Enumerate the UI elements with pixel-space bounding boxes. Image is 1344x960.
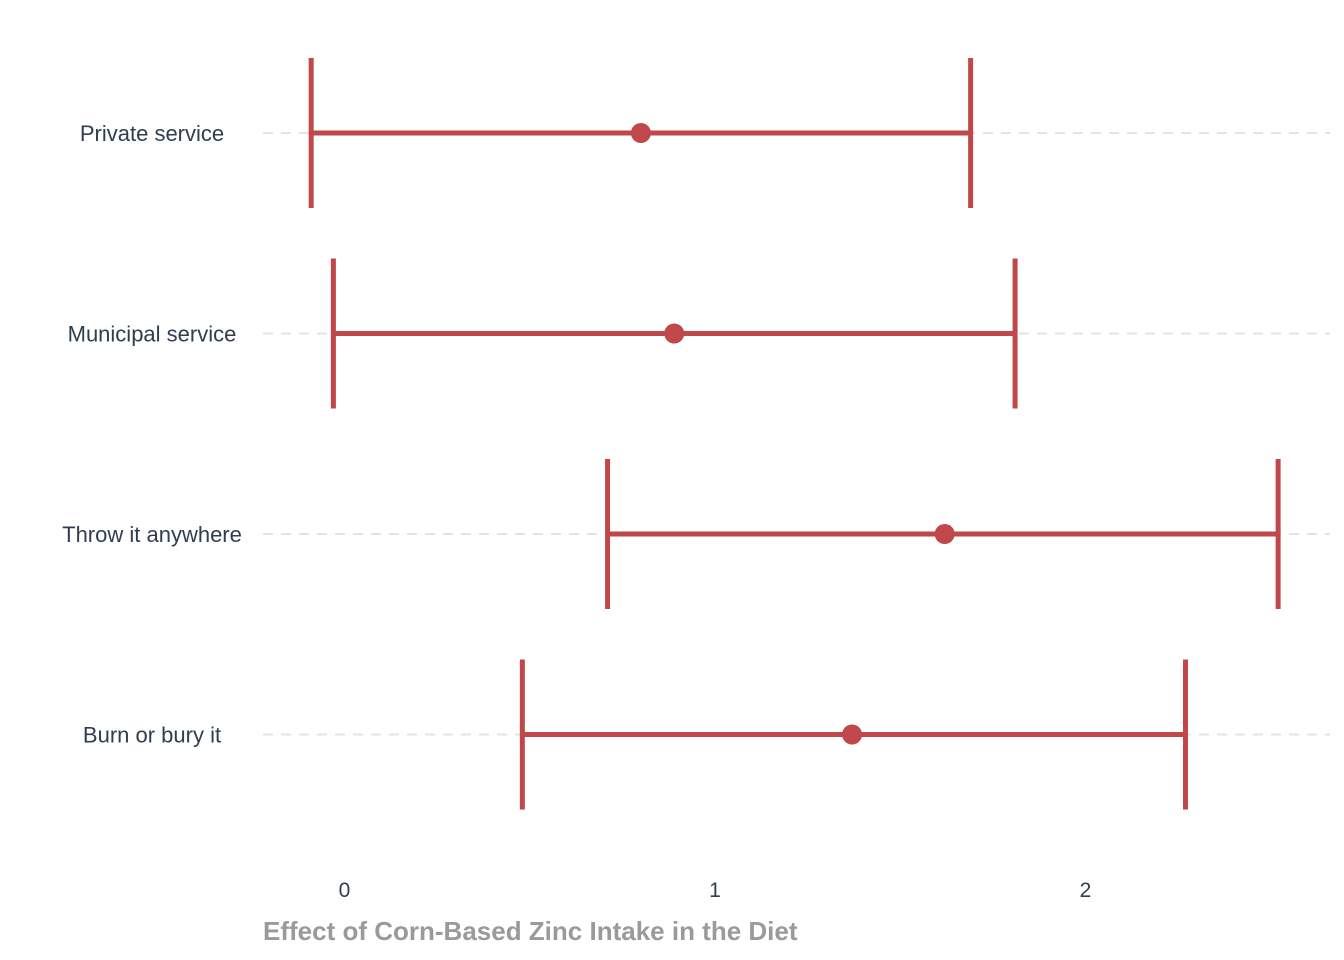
x-tick-labels: 0 1 2 xyxy=(339,879,1092,902)
category-labels: Private service Municipal service Throw it… xyxy=(62,121,242,748)
x-tick-label: 1 xyxy=(709,879,721,902)
error-bars xyxy=(308,58,1281,810)
category-label: Municipal service xyxy=(68,322,237,347)
x-tick-label: 2 xyxy=(1080,879,1092,902)
estimate-point xyxy=(842,724,863,745)
x-tick-label: 0 xyxy=(339,879,351,902)
estimate-point xyxy=(934,524,955,544)
estimate-point xyxy=(664,323,685,344)
category-label: Throw it anywhere xyxy=(62,522,242,547)
category-label: Private service xyxy=(80,121,224,146)
category-label: Burn or bury it xyxy=(83,723,221,748)
estimate-point xyxy=(630,123,651,143)
x-axis-title: Effect of Corn-Based Zinc Intake in the … xyxy=(263,916,798,946)
grid-lines xyxy=(263,132,1330,736)
